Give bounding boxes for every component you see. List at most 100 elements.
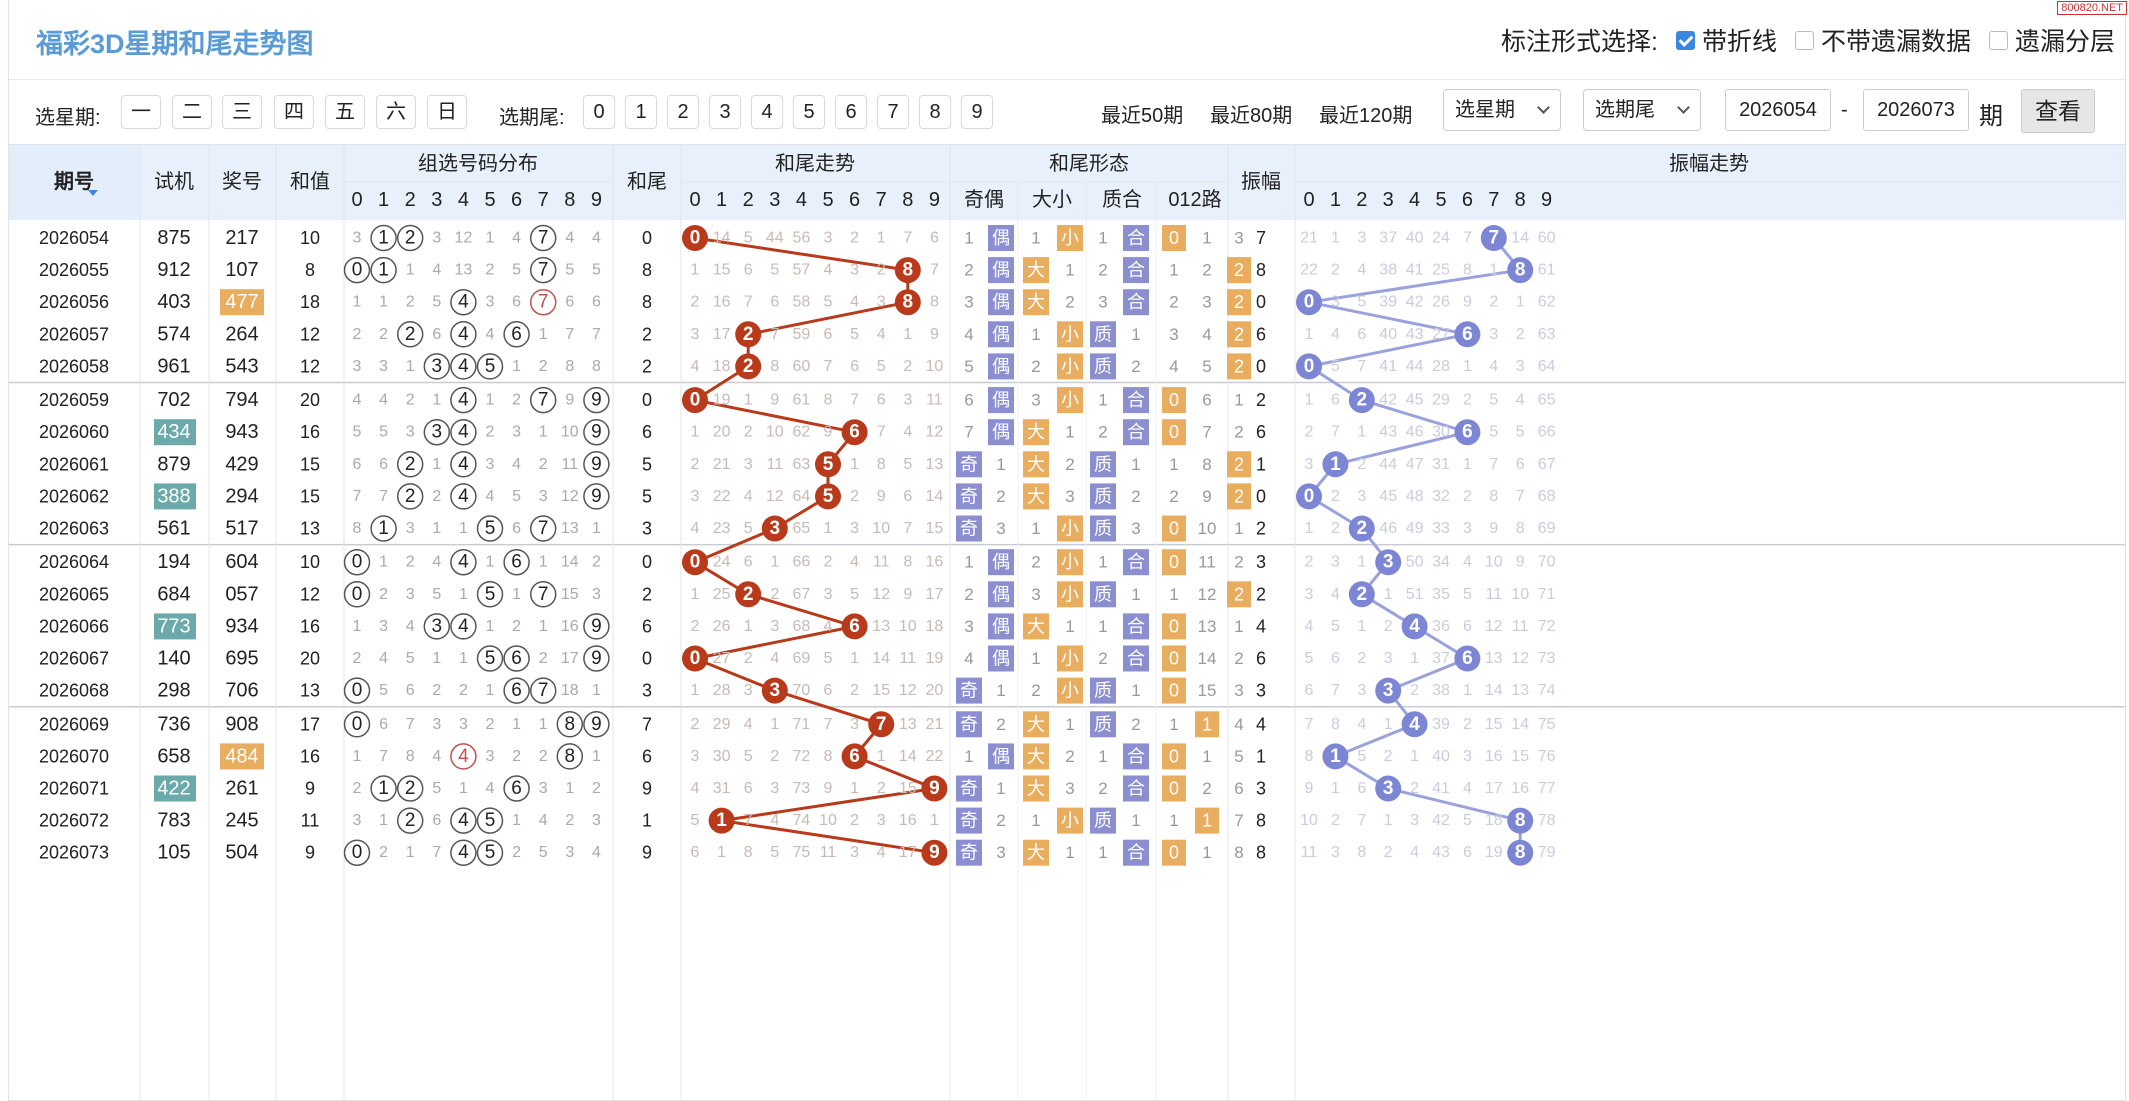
tail-chip[interactable]: 6 bbox=[835, 95, 867, 129]
tail-miss: 7 bbox=[850, 392, 859, 409]
weekday-chip[interactable]: 五 bbox=[325, 95, 365, 129]
sum-cell: 9 bbox=[305, 779, 315, 799]
tail-miss: 2 bbox=[903, 358, 912, 375]
weekday-chip[interactable]: 日 bbox=[427, 95, 467, 129]
view-button[interactable]: 查看 bbox=[2021, 89, 2095, 133]
tail-miss: 13 bbox=[872, 618, 890, 635]
tail-miss: 19 bbox=[926, 650, 944, 667]
odd-even-tag-text: 奇 bbox=[960, 454, 978, 474]
tail-chip[interactable]: 4 bbox=[751, 95, 783, 129]
select-tail-dropdown[interactable]: 选期尾 bbox=[1583, 89, 1701, 131]
tail-miss: 65 bbox=[793, 520, 811, 537]
tail-ball bbox=[921, 775, 948, 802]
amp-miss: 1 bbox=[1410, 650, 1419, 667]
from-issue-input[interactable]: 2026054 bbox=[1725, 89, 1831, 131]
test-cell: 403 bbox=[157, 291, 190, 313]
route-tag-text: 2 bbox=[1234, 584, 1244, 604]
group-hit-number: 9 bbox=[591, 422, 602, 443]
tail-ball bbox=[708, 807, 735, 834]
amp-miss: 9 bbox=[1463, 294, 1472, 311]
big-small-miss: 2 bbox=[1031, 681, 1040, 700]
amp-miss: 7 bbox=[1331, 682, 1340, 699]
big-small-tag bbox=[1057, 645, 1083, 672]
checkbox-icon[interactable] bbox=[1794, 30, 1814, 50]
route-miss: 2 bbox=[1202, 779, 1211, 798]
weekday-chip[interactable]: 一 bbox=[121, 95, 161, 129]
big-small-miss: 1 bbox=[1065, 261, 1074, 280]
amp-cell: 0 bbox=[1256, 292, 1266, 312]
group-miss: 7 bbox=[379, 488, 388, 505]
odd-even-tag-text: 奇 bbox=[960, 843, 978, 863]
tail-miss: 7 bbox=[903, 230, 912, 247]
weekday-chip[interactable]: 四 bbox=[274, 95, 314, 129]
group-hit-number: 9 bbox=[591, 616, 602, 637]
route-miss: 7 bbox=[1202, 423, 1211, 442]
tail-miss: 15 bbox=[713, 262, 731, 279]
amp-miss: 5 bbox=[1489, 392, 1498, 409]
recent-50-link[interactable]: 最近50期 bbox=[1101, 105, 1184, 127]
group-miss: 3 bbox=[565, 844, 574, 861]
tail-miss: 6 bbox=[877, 392, 886, 409]
tail-chip[interactable]: 8 bbox=[919, 95, 951, 129]
tail-ball bbox=[761, 677, 788, 704]
option-miss-layer[interactable]: 遗漏分层 bbox=[1988, 22, 2115, 58]
amp-ball-number: 8 bbox=[1515, 810, 1526, 831]
checkbox-icon[interactable] bbox=[1988, 30, 2008, 50]
tail-chip[interactable]: 7 bbox=[877, 95, 909, 129]
option-with-line[interactable]: 带折线 bbox=[1675, 22, 1777, 58]
to-issue-input[interactable]: 2026073 bbox=[1863, 89, 1969, 131]
select-weekday-dropdown[interactable]: 选星期 bbox=[1443, 89, 1561, 131]
big-small-miss: 2 bbox=[1065, 747, 1074, 766]
amp-miss: 22 bbox=[1300, 262, 1318, 279]
amp-trend-line bbox=[1305, 237, 1524, 853]
amp-miss: 74 bbox=[1538, 682, 1556, 699]
checkbox-checked-icon[interactable] bbox=[1675, 30, 1695, 50]
option-no-miss-data[interactable]: 不带遗漏数据 bbox=[1794, 22, 1971, 58]
big-small-miss: 3 bbox=[1065, 487, 1074, 506]
tail-chip[interactable]: 1 bbox=[625, 95, 657, 129]
sum-cell: 13 bbox=[300, 519, 320, 539]
prime-composite-tag bbox=[1123, 645, 1149, 672]
recent-120-link[interactable]: 最近120期 bbox=[1319, 105, 1413, 127]
tail-chip[interactable]: 2 bbox=[667, 95, 699, 129]
recent-80-link[interactable]: 最近80期 bbox=[1210, 105, 1293, 127]
odd-even-miss: 2 bbox=[964, 261, 973, 280]
tail-miss: 2 bbox=[691, 618, 700, 635]
weekday-chip[interactable]: 三 bbox=[222, 95, 262, 129]
header-digit: 4 bbox=[1409, 189, 1420, 211]
amp-miss: 9 bbox=[1305, 780, 1314, 797]
big-small-tag bbox=[1023, 483, 1049, 510]
group-miss: 4 bbox=[565, 230, 574, 247]
amp-miss: 3 bbox=[1357, 682, 1366, 699]
tail-miss: 10 bbox=[899, 618, 917, 635]
group-hit-ball bbox=[450, 807, 477, 834]
weekday-chip[interactable]: 六 bbox=[376, 95, 416, 129]
tail-chip[interactable]: 0 bbox=[583, 95, 615, 129]
amp-miss: 6 bbox=[1331, 650, 1340, 667]
issue-cell: 2026063 bbox=[39, 519, 109, 539]
tail-miss: 12 bbox=[899, 682, 917, 699]
tail-miss: 71 bbox=[793, 716, 811, 733]
tail-chip[interactable]: 3 bbox=[709, 95, 741, 129]
group-miss: 13 bbox=[561, 520, 579, 537]
tail-chip[interactable]: 5 bbox=[793, 95, 825, 129]
tail-miss: 11 bbox=[820, 844, 837, 861]
weekday-chip[interactable]: 二 bbox=[172, 95, 212, 129]
group-hit-number: 2 bbox=[405, 324, 416, 345]
sum-cell: 16 bbox=[300, 422, 320, 442]
amp-ball bbox=[1296, 353, 1322, 380]
group-miss: 1 bbox=[432, 392, 441, 409]
route-miss: 6 bbox=[1202, 391, 1211, 410]
tail-chip[interactable]: 9 bbox=[961, 95, 993, 129]
group-hit-ball bbox=[396, 483, 424, 510]
group-miss: 2 bbox=[512, 748, 521, 765]
group-hit-number: 2 bbox=[405, 810, 416, 831]
tail-miss: 67 bbox=[793, 586, 811, 603]
header-digit: 1 bbox=[378, 189, 389, 211]
odd-even-tag-text: 偶 bbox=[992, 356, 1010, 376]
amp-miss: 1 bbox=[1516, 294, 1525, 311]
big-small-tag-text: 大 bbox=[1027, 454, 1045, 474]
group-hit-number: 0 bbox=[352, 842, 363, 863]
route-miss: 1 bbox=[1234, 617, 1243, 636]
odd-even-tag bbox=[988, 257, 1014, 284]
